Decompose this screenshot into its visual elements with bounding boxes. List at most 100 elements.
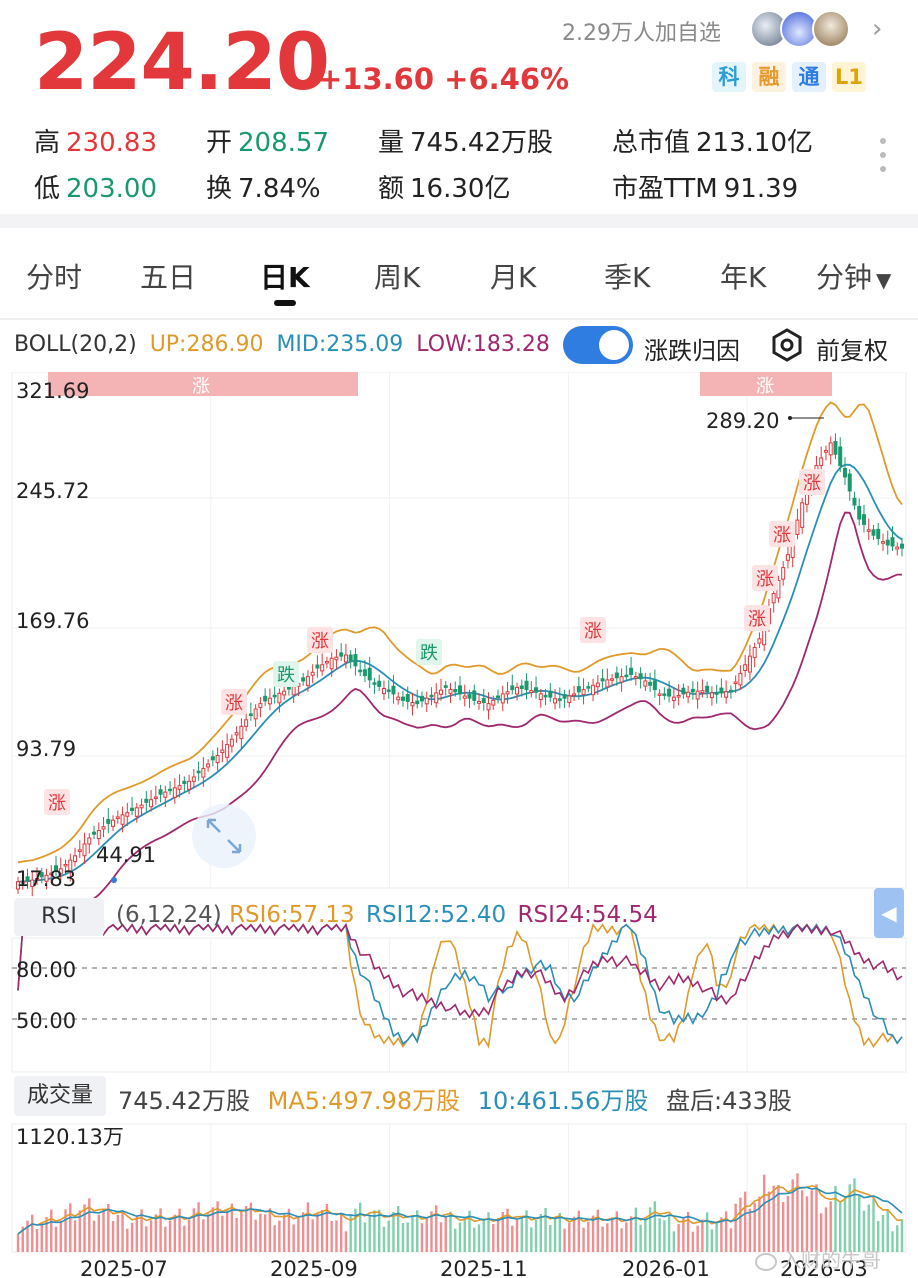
candle-body: [101, 826, 106, 830]
candle-body: [282, 690, 287, 696]
volume-bar: [634, 1207, 638, 1252]
candle-body: [467, 694, 472, 699]
tab-minute-label: 分钟: [816, 261, 873, 294]
watchlist-count[interactable]: 2.29万人加自选: [562, 21, 721, 46]
tab-five-day[interactable]: 五日: [140, 261, 197, 294]
volume-bar: [278, 1220, 281, 1252]
candle-body: [838, 446, 843, 467]
volume-bar: [824, 1207, 828, 1252]
tab-weekly-k[interactable]: 周K: [374, 261, 421, 294]
volume-bar: [31, 1214, 34, 1252]
candle-body: [572, 693, 577, 696]
candle-body: [733, 681, 738, 685]
candle-body: [800, 502, 805, 528]
volume-bar: [800, 1190, 804, 1252]
volume-bar: [140, 1209, 143, 1252]
candle-body: [391, 685, 396, 695]
candle-body: [562, 694, 567, 699]
volume-bar: [810, 1190, 813, 1252]
volume-bar: [492, 1224, 495, 1252]
volume-bar: [777, 1185, 780, 1252]
attribution-toggle-label: 涨跌归因: [644, 337, 740, 365]
candle-body: [795, 519, 800, 535]
candle-body: [643, 680, 648, 687]
volume-bar: [558, 1213, 562, 1252]
tab-intraday[interactable]: 分时: [26, 261, 83, 294]
candle-body: [248, 713, 253, 716]
stat-turnover-label: 换: [206, 174, 233, 204]
candle-body: [372, 682, 377, 685]
volume-bar: [40, 1223, 43, 1252]
candle-body: [362, 669, 367, 677]
volume-bar: [358, 1202, 362, 1252]
volume-bar: [553, 1219, 557, 1252]
candle-body: [377, 680, 382, 687]
collapse-panel-icon[interactable]: ◀: [874, 888, 904, 938]
volume-bar: [625, 1222, 628, 1252]
candle-body: [153, 796, 158, 799]
adjustment-mode-button[interactable]: 前复权: [816, 337, 888, 365]
stat-high-value: 230.83: [66, 128, 157, 158]
volume-bar: [444, 1216, 447, 1252]
rise-marker: 涨: [584, 621, 602, 642]
connect-badge: 通: [792, 62, 826, 92]
candle-body: [714, 692, 719, 695]
candle-body: [871, 529, 876, 536]
kline-chart[interactable]: 涨涨涨涨跌涨跌涨涨涨涨涨 321.69 245.72 169.76 93.79 …: [0, 372, 918, 1278]
chevron-right-icon[interactable]: ›: [872, 14, 883, 44]
more-options-icon[interactable]: [880, 138, 888, 180]
candle-body: [277, 692, 282, 704]
candle-body: [505, 691, 510, 695]
volume-bar: [468, 1210, 471, 1252]
rise-band: [700, 372, 832, 396]
follower-avatars[interactable]: [750, 10, 860, 50]
candle-body: [900, 543, 904, 549]
candle-body: [44, 874, 49, 882]
candle-body: [842, 468, 847, 478]
tab-minute[interactable]: 分钟 ▼: [816, 256, 891, 296]
volume-bar: [796, 1173, 799, 1252]
tab-monthly-k[interactable]: 月K: [490, 261, 537, 294]
candle-body: [168, 788, 173, 792]
rsi-indicator-selector[interactable]: RSI: [14, 898, 104, 936]
volume-indicator-selector[interactable]: 成交量: [14, 1076, 106, 1116]
candle-body: [310, 671, 315, 676]
candle-body: [624, 674, 629, 678]
volume-bar: [843, 1197, 847, 1252]
zoom-expand-icon[interactable]: [192, 804, 256, 868]
rise-marker-chip: [744, 605, 770, 631]
candle-body: [458, 685, 462, 695]
volume-bar: [449, 1211, 452, 1252]
candle-body: [477, 700, 482, 704]
volume-bar: [416, 1210, 419, 1252]
volume-bar: [758, 1196, 761, 1252]
candle-body: [210, 756, 215, 761]
settings-hexagon-icon[interactable]: [770, 328, 804, 362]
volume-max-label: 1120.13万: [16, 1125, 124, 1149]
volume-bar: [88, 1198, 91, 1252]
candle-body: [206, 763, 211, 768]
volume-bar: [249, 1202, 253, 1252]
attribution-toggle[interactable]: [563, 326, 633, 364]
candle-body: [358, 669, 363, 673]
candle-body: [538, 693, 543, 701]
candle-body: [130, 807, 135, 811]
volume-bar: [197, 1202, 200, 1252]
volume-bar: [501, 1212, 504, 1252]
stat-volume-value: 745.42万股: [410, 128, 553, 158]
candle-body: [96, 829, 101, 840]
volume-bar: [473, 1227, 476, 1252]
volume-bar: [240, 1212, 243, 1252]
volume-bar: [149, 1220, 153, 1252]
candle-body: [652, 680, 657, 691]
y-tick-label: 169.76: [16, 609, 89, 633]
tab-daily-k[interactable]: 日K: [260, 261, 310, 294]
tab-quarterly-k[interactable]: 季K: [604, 261, 651, 294]
candle-body: [30, 879, 35, 887]
tab-yearly-k[interactable]: 年K: [720, 261, 767, 294]
candle-body: [671, 696, 676, 701]
candle-body: [472, 690, 477, 701]
volume-bar: [64, 1209, 67, 1252]
candle-body: [629, 667, 634, 675]
candle-body: [534, 687, 539, 693]
